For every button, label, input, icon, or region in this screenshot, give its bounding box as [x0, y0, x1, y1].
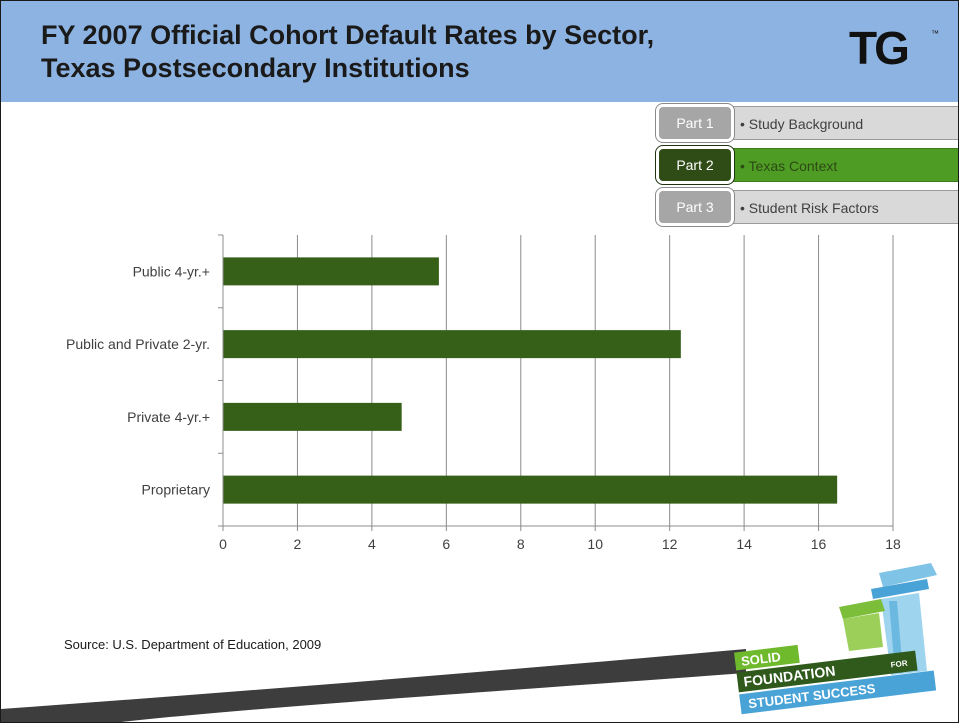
nav-item-label-box: • Student Risk Factors — [731, 190, 958, 224]
nav-part-badge: Part 2 — [656, 146, 734, 184]
tg-trademark: ™ — [931, 29, 939, 38]
slide-title: FY 2007 Official Cohort Default Rates by… — [41, 19, 654, 85]
x-tick-label: 16 — [811, 536, 827, 552]
x-tick-label: 14 — [736, 536, 752, 552]
logo-line1-box — [734, 644, 800, 671]
bar-1 — [223, 257, 439, 286]
nav-part-badge: Part 3 — [656, 188, 734, 226]
logo-line1: SOLID — [740, 649, 781, 669]
x-tick-label: 10 — [587, 536, 603, 552]
source-note: Source: U.S. Department of Education, 20… — [64, 637, 322, 652]
y-tick-label: Public 4-yr.+ — [133, 263, 210, 279]
nav-part-badge: Part 1 — [656, 104, 734, 142]
nav-item-part-3[interactable]: • Student Risk Factors Part 3 — [656, 188, 958, 226]
nav-item-label: • Texas Context — [740, 158, 838, 174]
y-tick-label: Proprietary — [142, 482, 210, 498]
swoosh-shape — [1, 649, 746, 722]
x-tick-label: 6 — [442, 536, 450, 552]
y-tick-label: Public and Private 2-yr. — [66, 336, 210, 352]
bar-4 — [223, 475, 838, 504]
logo-line2-box — [736, 650, 918, 693]
title-banner: FY 2007 Official Cohort Default Rates by… — [1, 1, 958, 102]
logo-line3-box — [739, 670, 937, 715]
title-line-2: Texas Postsecondary Institutions — [41, 53, 470, 83]
nav-item-label: • Study Background — [740, 116, 864, 132]
title-line-1: FY 2007 Official Cohort Default Rates by… — [41, 20, 655, 50]
bar-chart: 0 2 4 6 8 10 12 14 16 18 Public 4-yr.+ Public and P… — [66, 234, 901, 552]
bar-2 — [223, 330, 681, 359]
tg-logo: TG — [849, 22, 910, 74]
x-tick-label: 12 — [662, 536, 678, 552]
nav-item-label: • Student Risk Factors — [740, 200, 879, 216]
bar-3 — [223, 402, 402, 431]
x-tick-label: 18 — [885, 536, 901, 552]
x-tick-label: 2 — [294, 536, 302, 552]
x-tick-label: 0 — [219, 536, 227, 552]
nav-item-label-box: • Texas Context — [731, 148, 958, 182]
nav-item-label-box: • Study Background — [731, 106, 958, 140]
x-tick-label: 4 — [368, 536, 376, 552]
solid-foundation-logo: SOLID FOUNDATION FOR STUDENT SUCCESS — [734, 563, 937, 715]
logo-line2-small: FOR — [890, 659, 908, 670]
nav-item-part-1[interactable]: • Study Background Part 1 — [656, 104, 958, 142]
x-tick-label: 8 — [517, 536, 525, 552]
nav-item-part-2[interactable]: • Texas Context Part 2 — [656, 146, 958, 184]
y-tick-label: Private 4-yr.+ — [127, 409, 210, 425]
